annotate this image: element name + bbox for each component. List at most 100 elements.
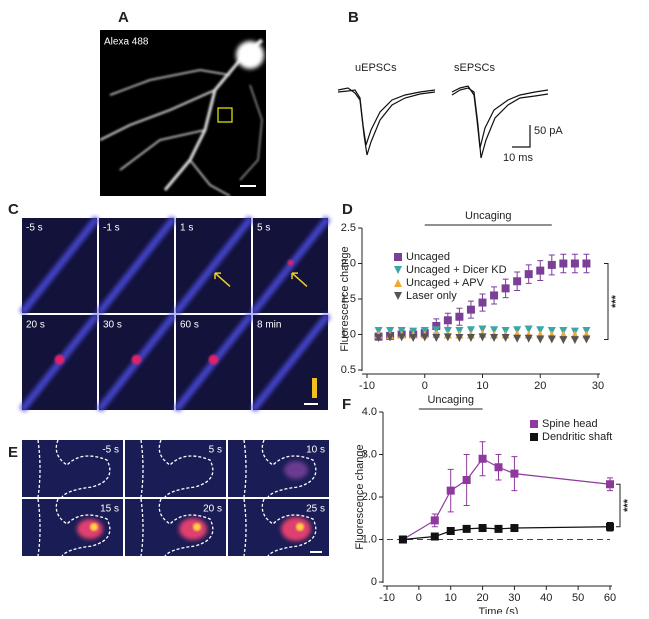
image-label: Alexa 488 bbox=[104, 37, 149, 48]
x-tick-label: 30 bbox=[508, 592, 520, 604]
x-tick-label: 0 bbox=[416, 592, 422, 604]
significance-bracket bbox=[604, 263, 609, 340]
point bbox=[490, 326, 499, 335]
point bbox=[455, 334, 464, 343]
legend-marker bbox=[530, 420, 538, 428]
point bbox=[446, 527, 455, 535]
point bbox=[490, 291, 499, 300]
spine-signal bbox=[281, 517, 311, 541]
y-tick-label: 1.0 bbox=[362, 533, 377, 545]
point bbox=[478, 333, 487, 342]
trace-label: sEPSCs bbox=[454, 62, 495, 74]
series: Dendritic shaft bbox=[398, 431, 614, 544]
point bbox=[466, 326, 475, 335]
point bbox=[374, 334, 383, 343]
time-label: -5 s bbox=[26, 223, 43, 234]
x-tick-label: 0 bbox=[422, 380, 428, 392]
y-tick-label: 2.5 bbox=[341, 222, 356, 234]
time-label: 5 s bbox=[257, 223, 270, 234]
point bbox=[606, 522, 614, 531]
spine-core bbox=[193, 523, 201, 531]
significance: *** bbox=[610, 294, 622, 308]
point bbox=[559, 259, 568, 268]
legend-marker bbox=[394, 253, 402, 261]
y-tick-label: 0 bbox=[371, 576, 377, 588]
y-tick-label: 3.0 bbox=[362, 448, 377, 460]
dendrite bbox=[250, 215, 331, 316]
point bbox=[478, 298, 487, 307]
point bbox=[397, 333, 406, 342]
panel-label: A bbox=[118, 9, 129, 26]
y-axis-label: Fluorescence change bbox=[339, 246, 351, 351]
spine-signal bbox=[284, 461, 308, 479]
spine bbox=[131, 354, 142, 365]
time-label: -5 s bbox=[102, 445, 119, 456]
point bbox=[432, 321, 441, 330]
trace-label: uEPSCs bbox=[355, 62, 397, 74]
x-tick-label: 20 bbox=[534, 380, 546, 392]
x-tick-label: 20 bbox=[476, 592, 488, 604]
outline bbox=[37, 498, 111, 557]
dendrite bbox=[173, 215, 254, 316]
point bbox=[501, 334, 510, 343]
x-tick-label: 60 bbox=[604, 592, 616, 604]
panel-label: E bbox=[8, 444, 18, 461]
legend-label: Laser only bbox=[406, 290, 457, 302]
time-label: 10 s bbox=[306, 445, 325, 456]
y-tick-label: 4.0 bbox=[362, 406, 377, 418]
panel-label: F bbox=[342, 396, 351, 413]
time-label: 25 s bbox=[306, 504, 325, 515]
point bbox=[455, 312, 464, 321]
point bbox=[536, 266, 545, 275]
x-tick-label: 30 bbox=[592, 380, 604, 392]
arrow bbox=[291, 272, 308, 287]
x-tick-label: 40 bbox=[540, 592, 552, 604]
outline bbox=[140, 439, 214, 498]
outline bbox=[243, 439, 317, 498]
point bbox=[386, 326, 395, 335]
dendrite bbox=[250, 312, 331, 413]
spine bbox=[287, 259, 294, 266]
y-tick-label: 2.0 bbox=[341, 257, 356, 269]
dendrite bbox=[96, 312, 177, 413]
legend-marker bbox=[394, 266, 402, 274]
outline bbox=[140, 498, 214, 557]
point bbox=[501, 284, 510, 293]
point bbox=[494, 463, 503, 472]
image-a bbox=[100, 30, 266, 196]
legend-label: Dendritic shaft bbox=[542, 431, 612, 443]
point bbox=[432, 334, 441, 343]
legend-label: Uncaged + Dicer KD bbox=[406, 264, 507, 276]
time-label: -1 s bbox=[103, 223, 120, 234]
outline bbox=[37, 439, 111, 498]
point bbox=[494, 524, 503, 533]
point bbox=[386, 333, 395, 342]
scale-label: 10 ms bbox=[503, 152, 533, 164]
point bbox=[582, 335, 591, 344]
time-label: 1 s bbox=[180, 223, 193, 234]
y-tick-label: 0.5 bbox=[341, 364, 356, 376]
spine bbox=[54, 354, 65, 365]
colorbar bbox=[312, 378, 317, 398]
point bbox=[510, 524, 519, 533]
point bbox=[536, 335, 545, 344]
y-tick-label: 1.5 bbox=[341, 293, 356, 305]
significance: *** bbox=[622, 498, 634, 512]
point bbox=[420, 333, 429, 342]
x-tick-label: 10 bbox=[476, 380, 488, 392]
point bbox=[430, 532, 439, 541]
legend-marker bbox=[394, 279, 402, 287]
x-tick-label: 10 bbox=[445, 592, 457, 604]
point bbox=[559, 336, 568, 345]
point bbox=[570, 259, 579, 268]
point bbox=[446, 486, 455, 495]
point bbox=[510, 469, 519, 478]
spine-core bbox=[90, 523, 98, 531]
legend-marker bbox=[530, 433, 538, 441]
y-tick-label: 2.0 bbox=[362, 491, 377, 503]
point bbox=[547, 260, 556, 269]
time-label: 15 s bbox=[100, 504, 119, 515]
point bbox=[443, 333, 452, 342]
point bbox=[398, 535, 407, 544]
